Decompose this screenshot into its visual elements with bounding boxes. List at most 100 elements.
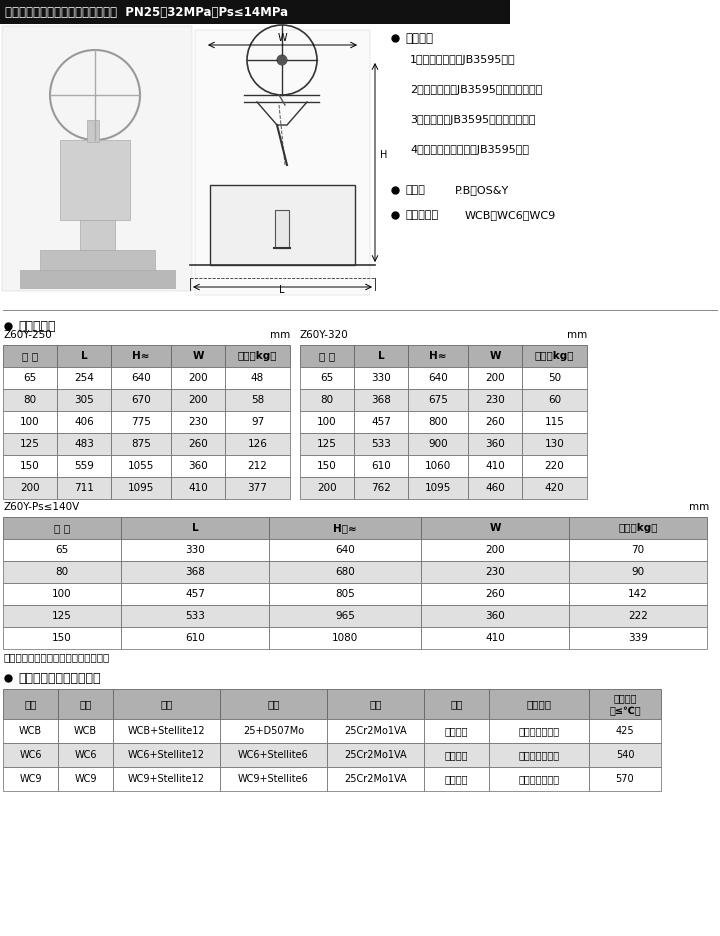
- Bar: [171, 455, 225, 477]
- Text: 675: 675: [428, 395, 448, 405]
- Text: 柔性石墨: 柔性石墨: [445, 750, 468, 760]
- Text: 压力自紧密封阀盖手轮操作铸钢闸阀  PN25、32MPa；Ps≤14MPa: 压力自紧密封阀盖手轮操作铸钢闸阀 PN25、32MPa；Ps≤14MPa: [5, 6, 288, 19]
- Text: 1095: 1095: [128, 483, 154, 493]
- Bar: [269, 583, 421, 605]
- Bar: [3, 767, 58, 791]
- Text: 100: 100: [20, 417, 40, 427]
- Text: Z60Y-Ps≤140V: Z60Y-Ps≤140V: [3, 502, 79, 512]
- Text: 115: 115: [544, 417, 564, 427]
- Text: 水、蒸汽、油品: 水、蒸汽、油品: [518, 774, 559, 784]
- Bar: [569, 605, 707, 627]
- Bar: [57, 433, 111, 455]
- Text: 1060: 1060: [425, 461, 451, 471]
- Text: 533: 533: [371, 439, 391, 449]
- Bar: [113, 743, 220, 767]
- Text: 130: 130: [544, 439, 564, 449]
- Bar: [113, 767, 220, 791]
- Text: L: L: [81, 351, 87, 361]
- Text: 阀体: 阀体: [24, 699, 37, 709]
- Text: 230: 230: [485, 395, 505, 405]
- Bar: [20, 270, 175, 288]
- Text: 25+D507Mo: 25+D507Mo: [243, 726, 304, 736]
- Bar: [269, 539, 421, 561]
- Text: 775: 775: [131, 417, 151, 427]
- Text: 200: 200: [318, 483, 337, 493]
- Bar: [3, 433, 57, 455]
- Bar: [220, 743, 327, 767]
- Text: P.B；OS&Y: P.B；OS&Y: [455, 185, 509, 195]
- Text: 重量（kg）: 重量（kg）: [535, 351, 575, 361]
- Bar: [424, 719, 489, 743]
- Text: 适用介质: 适用介质: [526, 699, 552, 709]
- Bar: [121, 605, 269, 627]
- Text: 230: 230: [188, 417, 208, 427]
- Text: 150: 150: [52, 633, 72, 643]
- Text: Z60Y-320: Z60Y-320: [300, 330, 348, 340]
- Bar: [220, 767, 327, 791]
- Text: 406: 406: [74, 417, 94, 427]
- Text: 97: 97: [251, 417, 264, 427]
- Bar: [354, 477, 408, 499]
- Text: 260: 260: [188, 439, 208, 449]
- Text: 水、蒸汽、油品: 水、蒸汽、油品: [518, 750, 559, 760]
- Bar: [522, 345, 587, 367]
- Text: 125: 125: [52, 611, 72, 621]
- Text: 410: 410: [485, 461, 505, 471]
- Text: 457: 457: [185, 589, 205, 599]
- Bar: [300, 455, 354, 477]
- Bar: [468, 433, 522, 455]
- Bar: [40, 250, 155, 275]
- Text: 主体材料：: 主体材料：: [405, 210, 438, 220]
- Bar: [522, 411, 587, 433]
- Text: WC9+Stellite12: WC9+Stellite12: [128, 774, 205, 784]
- Bar: [171, 367, 225, 389]
- Text: Z60Y-250: Z60Y-250: [3, 330, 52, 340]
- Text: 4、阀门检查和试验按JB3595规定: 4、阀门检查和试验按JB3595规定: [410, 145, 529, 155]
- Bar: [569, 583, 707, 605]
- Text: （≤℃）: （≤℃）: [609, 706, 641, 716]
- Text: WCB: WCB: [74, 726, 97, 736]
- Text: 65: 65: [55, 545, 68, 555]
- Text: 200: 200: [20, 483, 40, 493]
- Text: WC9: WC9: [19, 774, 42, 784]
- Text: 规 格: 规 格: [22, 351, 38, 361]
- Bar: [589, 767, 661, 791]
- Circle shape: [277, 55, 287, 65]
- Bar: [225, 411, 290, 433]
- Bar: [300, 433, 354, 455]
- Text: 420: 420: [544, 483, 564, 493]
- Text: 100: 100: [318, 417, 337, 427]
- Bar: [354, 455, 408, 477]
- Bar: [111, 411, 171, 433]
- Text: 212: 212: [248, 461, 267, 471]
- Bar: [58, 689, 113, 719]
- Text: 1080: 1080: [332, 633, 358, 643]
- Bar: [111, 389, 171, 411]
- Bar: [489, 719, 589, 743]
- Text: 254: 254: [74, 373, 94, 383]
- Text: 460: 460: [485, 483, 505, 493]
- Bar: [3, 539, 121, 561]
- Bar: [489, 689, 589, 719]
- Bar: [3, 561, 121, 583]
- Bar: [57, 477, 111, 499]
- Text: 360: 360: [485, 439, 505, 449]
- Bar: [354, 389, 408, 411]
- Text: 尺寸和重要: 尺寸和重要: [18, 319, 55, 332]
- Text: 阀杆: 阀杆: [369, 699, 382, 709]
- Text: 368: 368: [185, 567, 205, 577]
- Bar: [2, 26, 192, 291]
- Text: 805: 805: [335, 589, 355, 599]
- Text: 25Cr2Mo1VA: 25Cr2Mo1VA: [344, 750, 407, 760]
- Bar: [421, 539, 569, 561]
- Bar: [58, 719, 113, 743]
- Text: 330: 330: [371, 373, 391, 383]
- Bar: [3, 743, 58, 767]
- Bar: [468, 345, 522, 367]
- Bar: [327, 689, 424, 719]
- Bar: [58, 743, 113, 767]
- Text: L: L: [279, 285, 284, 295]
- Bar: [421, 605, 569, 627]
- Text: 水、蒸汽、油品: 水、蒸汽、油品: [518, 726, 559, 736]
- Bar: [408, 411, 468, 433]
